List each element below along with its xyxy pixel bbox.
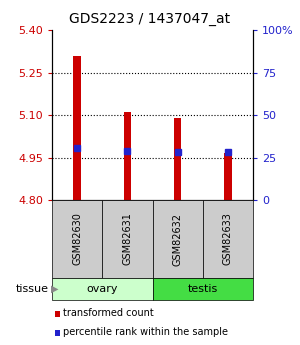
Text: transformed count: transformed count — [63, 308, 154, 318]
Text: GSM82630: GSM82630 — [72, 213, 82, 265]
Text: ▶: ▶ — [50, 284, 58, 294]
Text: GSM82633: GSM82633 — [223, 213, 233, 265]
Bar — [74, 56, 81, 200]
Bar — [224, 153, 232, 200]
Text: GSM82632: GSM82632 — [172, 213, 183, 266]
Bar — [174, 118, 182, 200]
Text: ovary: ovary — [86, 284, 118, 294]
Text: tissue: tissue — [16, 284, 49, 294]
Text: percentile rank within the sample: percentile rank within the sample — [63, 327, 228, 337]
Bar — [124, 112, 131, 200]
Text: GDS2223 / 1437047_at: GDS2223 / 1437047_at — [69, 12, 231, 26]
Text: GSM82631: GSM82631 — [122, 213, 132, 265]
Text: testis: testis — [188, 284, 218, 294]
